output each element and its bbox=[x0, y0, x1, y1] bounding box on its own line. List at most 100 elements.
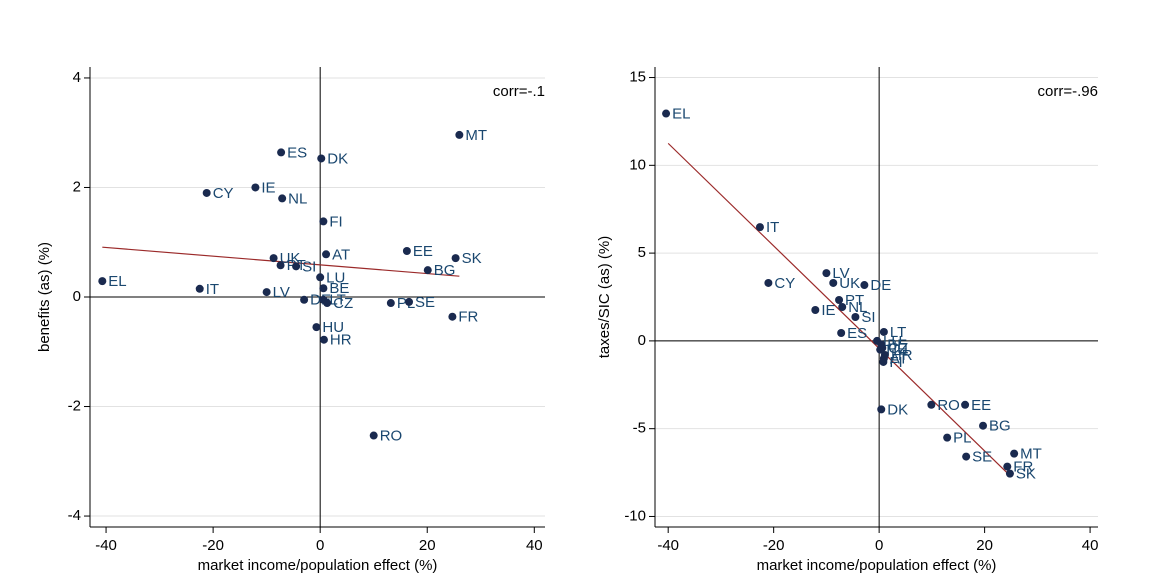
point-label: CZ bbox=[333, 295, 353, 312]
point-label: EL bbox=[108, 273, 126, 290]
point-label: LV bbox=[832, 265, 849, 282]
point-label: BE bbox=[887, 336, 907, 353]
annotation: corr=-.96 bbox=[1038, 83, 1098, 100]
point-label: PT bbox=[845, 292, 864, 309]
point-label: NL bbox=[848, 299, 867, 316]
annotation: corr=-.1 bbox=[493, 83, 545, 100]
point bbox=[1005, 469, 1014, 478]
y-tick-label: -4 bbox=[68, 507, 81, 524]
point bbox=[838, 303, 847, 312]
point bbox=[405, 297, 414, 306]
point-label: SK bbox=[1016, 466, 1036, 483]
point-label: FI bbox=[329, 213, 342, 230]
point-label: BG bbox=[989, 418, 1011, 435]
point-label: FR bbox=[458, 309, 478, 326]
point bbox=[811, 305, 820, 314]
x-tick-label: 20 bbox=[419, 537, 436, 554]
point bbox=[876, 345, 885, 354]
point-label: LT bbox=[890, 324, 906, 341]
point bbox=[979, 421, 988, 430]
y-tick-label: 5 bbox=[638, 244, 646, 261]
point bbox=[755, 223, 764, 232]
point bbox=[851, 313, 860, 322]
x-tick-label: 40 bbox=[526, 537, 543, 554]
x-tick-label: 0 bbox=[875, 537, 883, 554]
point bbox=[879, 357, 888, 366]
point bbox=[879, 327, 888, 336]
point bbox=[860, 281, 869, 290]
point-label: BG bbox=[434, 262, 456, 279]
point-label: MT bbox=[1020, 446, 1042, 463]
point-label: LV bbox=[273, 284, 290, 301]
point-label: IT bbox=[206, 281, 219, 298]
point bbox=[292, 262, 301, 271]
point-label: HR bbox=[330, 332, 352, 349]
point bbox=[451, 254, 460, 263]
point-label: DK bbox=[327, 150, 348, 167]
point bbox=[316, 273, 325, 282]
point bbox=[402, 247, 411, 255]
point-label: IE bbox=[821, 302, 835, 319]
x-axis-title: market income/population effect (%) bbox=[198, 557, 438, 574]
y-tick-label: 0 bbox=[638, 332, 646, 349]
point bbox=[386, 299, 395, 308]
point-label: CY bbox=[213, 185, 234, 202]
y-tick-label: 0 bbox=[73, 288, 81, 305]
point-label: BE bbox=[329, 280, 349, 297]
point bbox=[961, 400, 970, 409]
x-tick-label: 20 bbox=[976, 537, 993, 554]
point bbox=[1010, 449, 1019, 458]
point-label: EE bbox=[413, 243, 433, 260]
point bbox=[312, 323, 321, 332]
x-axis-title: market income/population effect (%) bbox=[757, 557, 997, 574]
point bbox=[927, 400, 936, 409]
point-label: HU bbox=[886, 342, 908, 359]
point bbox=[195, 284, 204, 293]
point bbox=[323, 299, 332, 308]
y-axis-title: benefits (as) (%) bbox=[36, 242, 53, 352]
point-label: CZ bbox=[888, 340, 908, 357]
point bbox=[837, 328, 846, 337]
point bbox=[317, 154, 326, 163]
point-label: IE bbox=[261, 179, 275, 196]
point bbox=[423, 266, 432, 275]
point bbox=[269, 254, 278, 263]
point bbox=[262, 288, 271, 297]
point bbox=[448, 312, 457, 321]
point bbox=[319, 335, 328, 344]
point-label: LT bbox=[329, 292, 345, 309]
point bbox=[1003, 462, 1012, 471]
x-tick-label: -20 bbox=[763, 537, 785, 554]
point bbox=[319, 217, 328, 226]
point-label: AT bbox=[332, 246, 350, 263]
y-tick-label: -10 bbox=[624, 507, 646, 524]
point-label: FR bbox=[1013, 459, 1033, 476]
y-tick-label: -2 bbox=[68, 397, 81, 414]
point bbox=[98, 277, 107, 286]
point-label: HU bbox=[322, 319, 344, 336]
point bbox=[835, 295, 844, 304]
point-label: MT bbox=[465, 127, 487, 144]
point bbox=[251, 183, 260, 192]
point-label: DE bbox=[870, 277, 891, 294]
point-label: RO bbox=[380, 428, 403, 445]
point bbox=[962, 452, 971, 461]
point bbox=[455, 130, 464, 139]
point bbox=[829, 278, 838, 287]
point-label: EL bbox=[672, 105, 690, 122]
point bbox=[319, 284, 328, 293]
point-label: FI bbox=[889, 354, 902, 371]
point bbox=[877, 405, 886, 414]
y-tick-label: -5 bbox=[633, 420, 646, 437]
point-label: LU bbox=[326, 269, 345, 286]
point-label: SE bbox=[972, 449, 992, 466]
point-label: ES bbox=[847, 325, 867, 342]
point-label: EE bbox=[971, 397, 991, 414]
y-axis-title: taxes/SIC (as) (%) bbox=[596, 236, 613, 359]
point bbox=[943, 433, 952, 442]
point-label: AT bbox=[890, 350, 908, 367]
point-label: RO bbox=[937, 397, 960, 414]
